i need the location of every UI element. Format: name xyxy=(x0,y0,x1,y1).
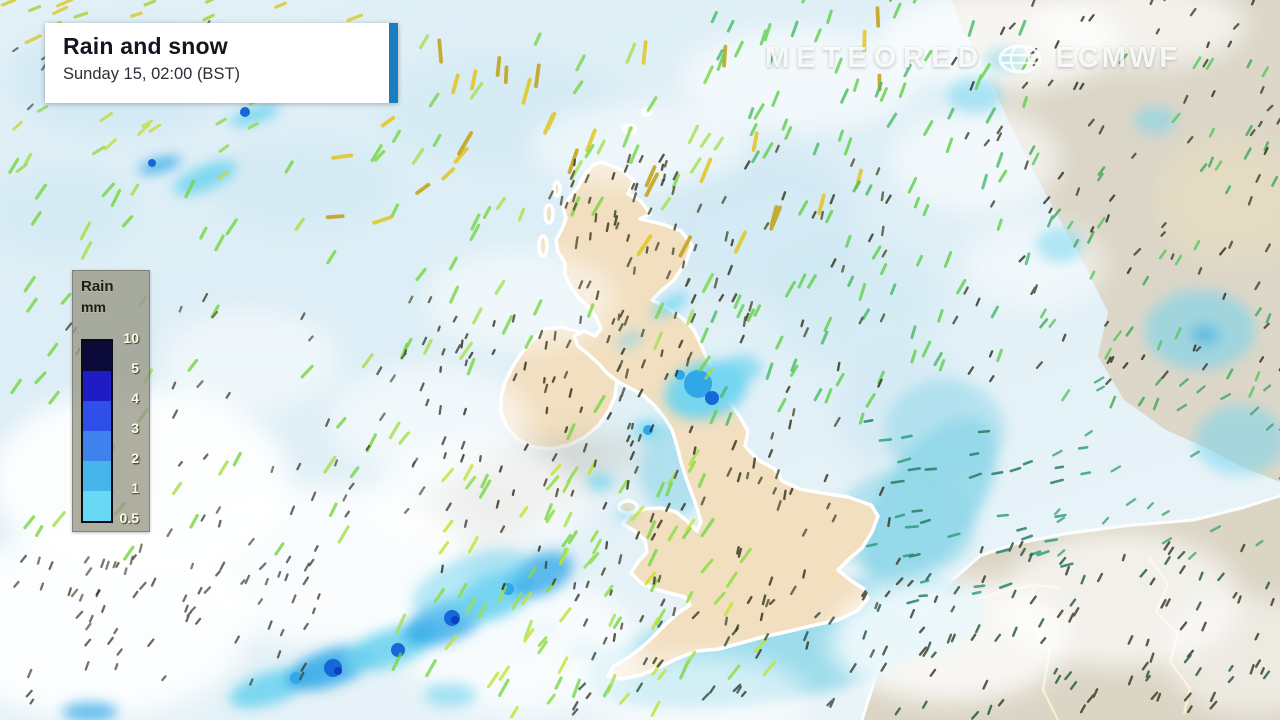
wind-arrow-field-green-northsea xyxy=(700,0,1031,425)
wind-arrow-field-green-channel xyxy=(438,461,776,719)
legend-color-segment xyxy=(83,341,111,371)
wind-arrow-field-green-norway xyxy=(1029,53,1279,411)
legend-tick-label: 1 xyxy=(131,480,139,496)
legend-tick-label: 0.5 xyxy=(119,510,139,526)
title-accent-bar xyxy=(389,23,398,103)
wind-arrow-field-dark-ireland xyxy=(419,314,655,596)
wind-arrow-field-dark-bottomleft xyxy=(20,554,310,705)
map-title: Rain and snow xyxy=(63,33,228,59)
wind-arrow-field-dark-france xyxy=(862,542,1271,720)
ecmwf-globe-icon xyxy=(998,44,1042,73)
wind-arrow-field-teal-right xyxy=(1052,376,1280,560)
brand-logo-text: METEORED xyxy=(765,42,986,74)
wind-arrow-field-dark-europe-ne xyxy=(952,0,1280,386)
wind-arrow-field-dark-scotland xyxy=(544,154,679,381)
model-logo-text: ECMWF xyxy=(1055,42,1180,74)
legend-color-segment xyxy=(83,371,111,401)
legend-tick-label: 3 xyxy=(131,420,139,436)
wind-arrow-field-green-norway xyxy=(1031,56,1270,402)
wind-arrow-field-teal-east xyxy=(865,434,1092,595)
legend-tick-label: 2 xyxy=(131,450,139,466)
wind-arrow-field-dark-france xyxy=(861,540,1275,714)
wind-arrow-field-green-northsea xyxy=(710,0,1031,426)
legend-tick-label: 4 xyxy=(131,390,139,406)
map-datetime: Sunday 15, 02:00 (BST) xyxy=(63,65,241,83)
wind-arrow-field-dark-ireland xyxy=(439,320,655,590)
wind-arrow-field-dark-uk xyxy=(605,153,892,650)
legend-unit: mm xyxy=(81,299,106,315)
wind-arrow-field-dark-channel xyxy=(572,593,929,711)
legend-tick-label: 10 xyxy=(123,330,139,346)
wind-arrow-field-dark-left xyxy=(36,295,426,631)
legend-color-bar xyxy=(81,339,113,523)
watermark: METEORED ECMWF xyxy=(765,42,1180,75)
legend-color-segment xyxy=(83,431,111,461)
legend-ticks: 10 5 4 3 2 1 0.5 xyxy=(73,330,143,526)
wind-arrow-field-dark-europe-ne xyxy=(951,0,1280,383)
legend-title: Rain xyxy=(81,278,114,295)
wind-arrow-field-green-left xyxy=(8,144,427,561)
legend-color-segment xyxy=(83,461,111,491)
wind-arrow-field-dark-bottomleft xyxy=(13,558,310,686)
wind-arrow-field-green-mid xyxy=(395,34,724,694)
wind-arrow-field-green-channel xyxy=(433,460,752,705)
wind-arrow-field-dark-scotland xyxy=(548,170,693,379)
wind-arrow-field-teal-east xyxy=(863,419,1074,605)
wind-arrow-field-green-mid xyxy=(390,32,715,698)
wind-arrow-field-jet-yellow xyxy=(331,29,867,256)
legend-color-segment xyxy=(83,491,111,521)
wind-arrow-field-jet-yellow xyxy=(325,6,882,258)
map-title-card: Rain and snow Sunday 15, 02:00 (BST) xyxy=(45,23,398,103)
legend-color-segment xyxy=(83,401,111,431)
rain-legend: Rain mm 10 5 4 3 2 1 0.5 xyxy=(72,270,150,532)
legend-tick-label: 5 xyxy=(131,360,139,376)
